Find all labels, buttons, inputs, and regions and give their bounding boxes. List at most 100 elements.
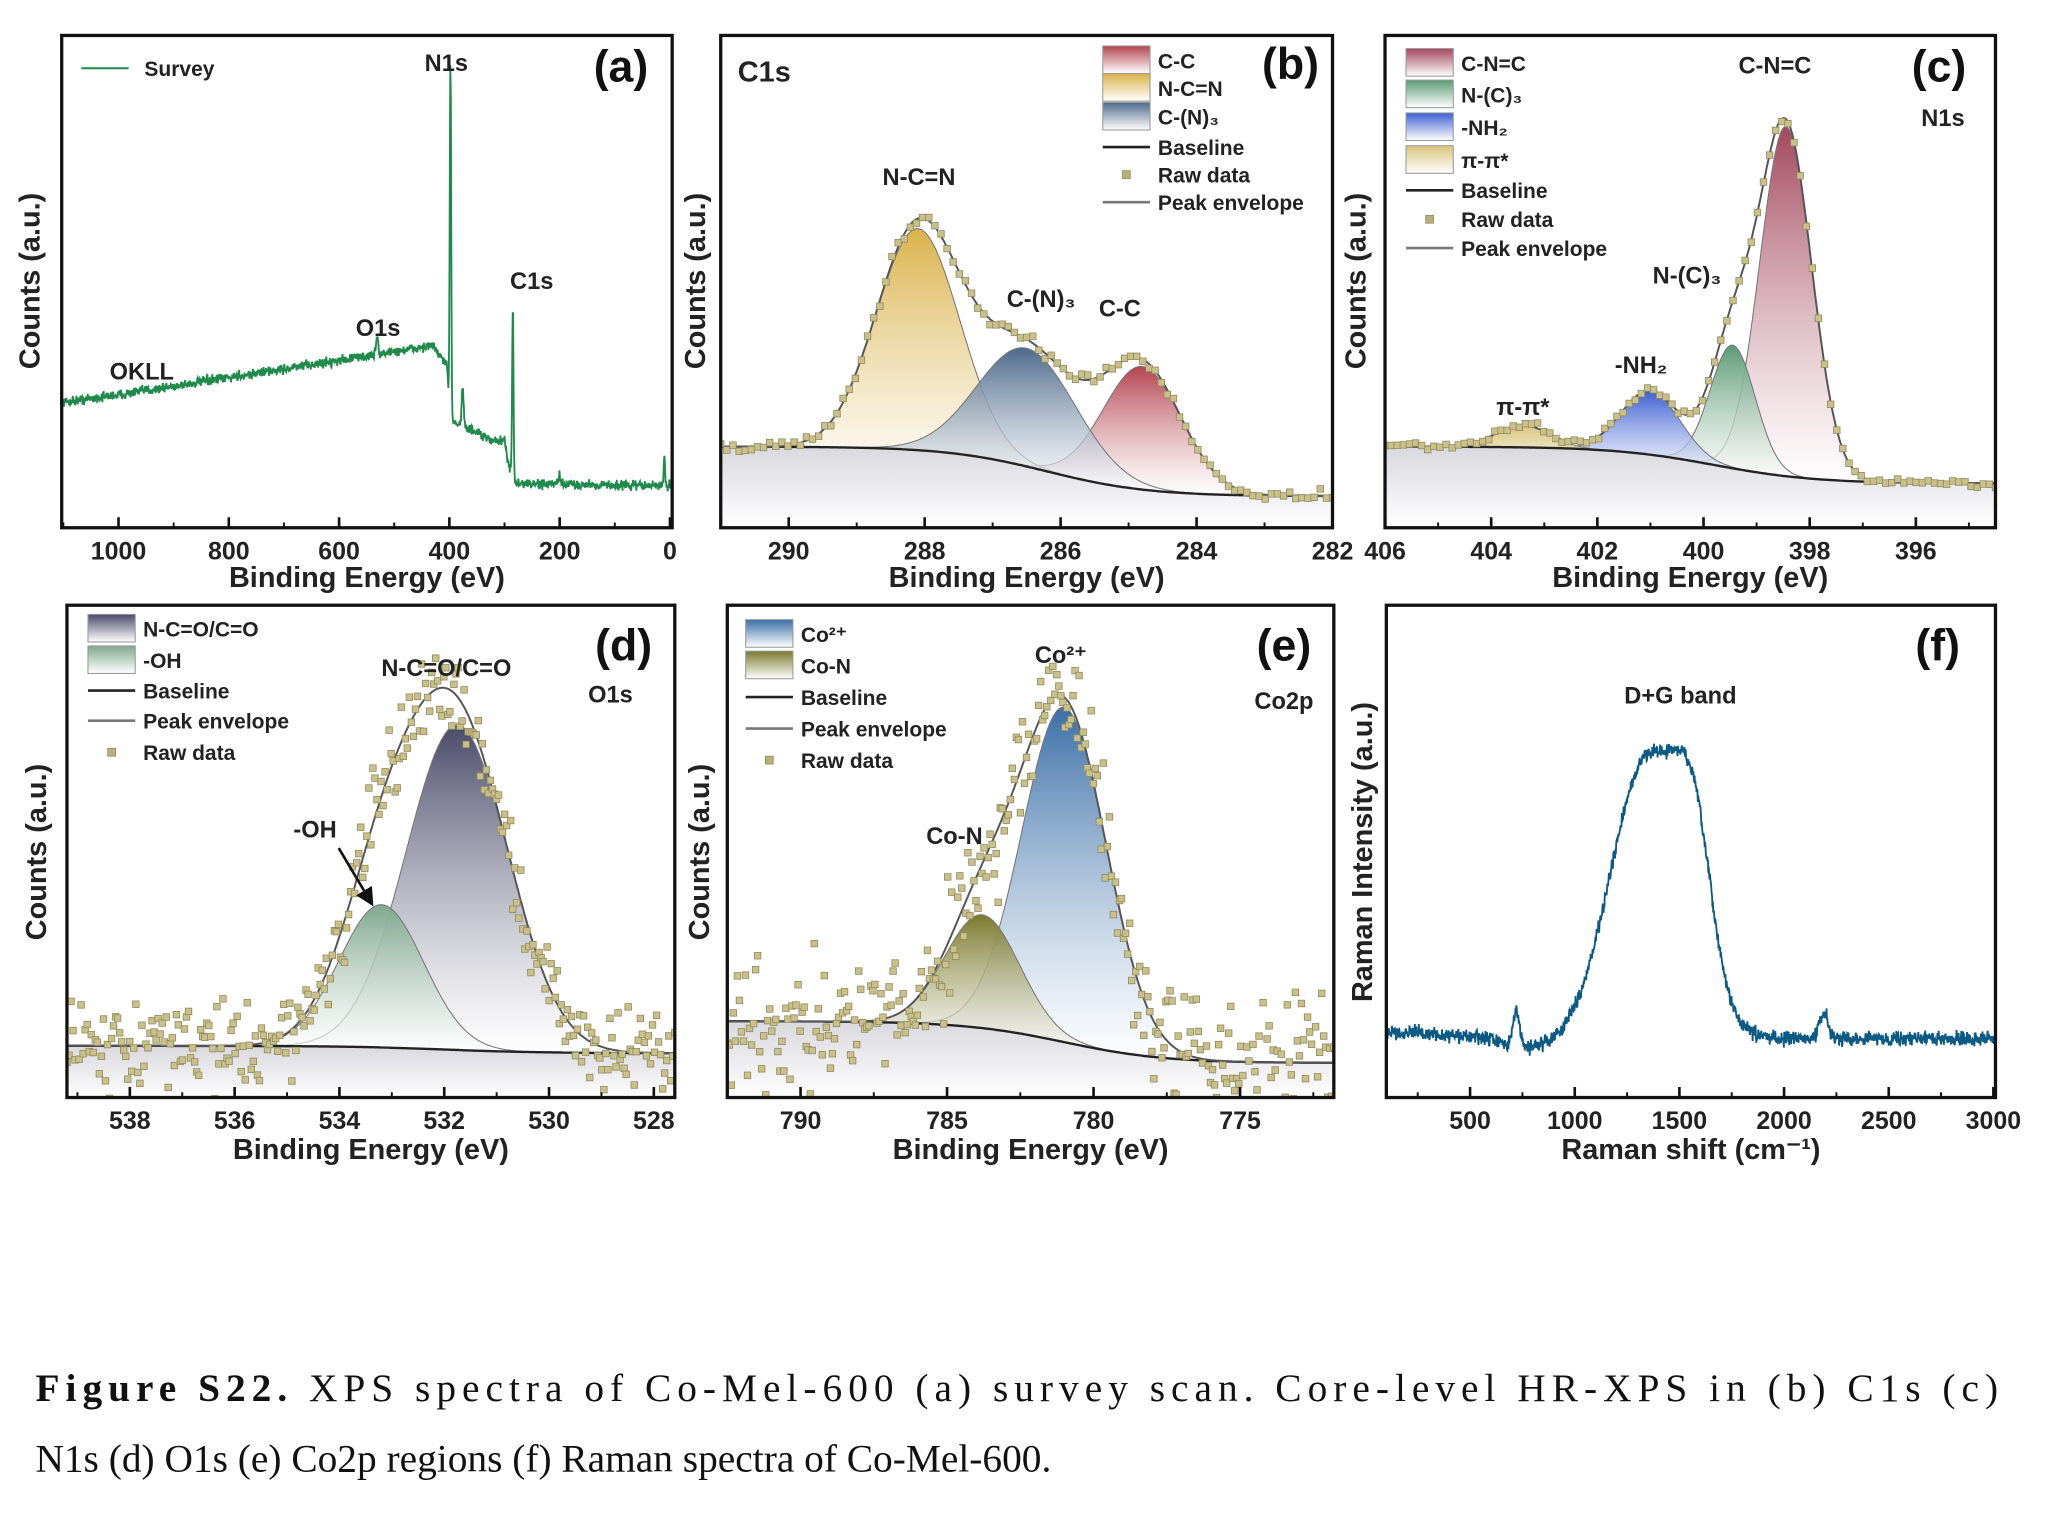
- raw-data-point: [614, 1009, 622, 1017]
- raw-data-point: [1208, 1065, 1217, 1074]
- raw-data-point: [1277, 1050, 1285, 1058]
- raw-data-point: [205, 1021, 213, 1030]
- raw-data-point: [180, 1025, 189, 1033]
- raw-data-point: [1747, 238, 1755, 246]
- raw-data-point: [257, 1024, 266, 1032]
- raw-data-point: [1251, 1068, 1259, 1076]
- raw-data-point: [871, 980, 879, 989]
- raw-data-point: [646, 1060, 655, 1068]
- x-axis-label: Raman shift (cm⁻¹): [1561, 1134, 1820, 1166]
- raw-data-point: [1198, 1059, 1207, 1067]
- raw-data-point: [1107, 872, 1116, 880]
- raw-data-point: [1006, 795, 1015, 804]
- raw-data-point: [304, 990, 312, 998]
- raw-data-point: [1059, 698, 1067, 707]
- raw-data-point: [83, 1020, 91, 1029]
- raw-data-point: [107, 1034, 116, 1043]
- raw-data-point: [322, 954, 330, 962]
- raw-data-point: [559, 1015, 568, 1023]
- plot-frame: [65, 603, 677, 1100]
- raw-data-point: [1546, 429, 1554, 437]
- raw-data-point: [290, 1027, 298, 1036]
- raw-data-point: [1301, 1075, 1310, 1083]
- raw-data-point: [1045, 666, 1053, 674]
- raw-data-point: [790, 438, 798, 446]
- raw-data-point: [506, 816, 515, 825]
- raw-data-point: [755, 1048, 764, 1056]
- raw-data-point: [731, 1037, 740, 1045]
- raw-data-point: [1057, 692, 1065, 700]
- raw-data-point: [442, 664, 450, 672]
- raw-data-point: [1047, 696, 1055, 705]
- raw-data-point: [906, 223, 915, 231]
- raw-data-point: [897, 1021, 905, 1030]
- raw-data-point: [509, 905, 517, 913]
- y-axis-label: Raman Intensity (a.u.): [1347, 702, 1379, 1002]
- raw-data-point: [237, 1067, 245, 1076]
- y-axis-label: Counts (a.u.): [1340, 193, 1372, 369]
- raw-data-point: [759, 443, 768, 452]
- raw-data-point: [660, 1069, 669, 1077]
- raw-data-point: [808, 1046, 816, 1055]
- raw-data-point: [988, 840, 996, 849]
- raw-data-point: [1631, 396, 1639, 404]
- raw-data-point: [1790, 138, 1798, 147]
- raw-data-point: [103, 1040, 112, 1049]
- raw-data-point: [316, 980, 324, 989]
- plot-frame: [719, 33, 1335, 530]
- raw-data-point: [998, 320, 1006, 328]
- plot-frame: [1383, 33, 1998, 530]
- raw-data-point: [844, 1002, 853, 1010]
- legend-swatch: [87, 613, 136, 643]
- raw-data-point: [1108, 365, 1116, 373]
- raw-data-point: [373, 795, 381, 804]
- raw-data-point: [425, 707, 434, 715]
- raw-data-point: [1154, 1030, 1162, 1038]
- raw-data-point: [630, 1081, 638, 1089]
- raw-data-point: [1875, 476, 1884, 484]
- raw-data-point: [741, 446, 749, 455]
- raw-data-point: [75, 1055, 83, 1063]
- raw-data-point: [249, 1057, 258, 1066]
- legend-label: C-C: [1158, 50, 1195, 73]
- raw-data-point: [1249, 491, 1257, 500]
- raw-data-point: [579, 1012, 588, 1020]
- baseline-line: [720, 445, 1333, 498]
- raw-data-point: [1201, 1108, 1208, 1115]
- x-tick-label: 396: [1895, 537, 1937, 565]
- raw-data-point: [1888, 479, 1896, 487]
- raw-data-point: [209, 1044, 217, 1053]
- raw-data-point: [1570, 436, 1578, 444]
- raw-data-point: [172, 1010, 181, 1019]
- raw-data-point: [1166, 987, 1174, 995]
- raw-data-point: [885, 983, 893, 991]
- raw-data-point: [735, 996, 744, 1005]
- raw-data-point: [334, 920, 343, 929]
- raw-data-point: [387, 749, 395, 758]
- raw-data-point: [1022, 333, 1031, 341]
- raw-data-point: [1765, 151, 1774, 159]
- legend-label: N-C=O/C=O: [143, 619, 259, 642]
- raw-data-point: [158, 1019, 166, 1027]
- x-tick-label: 536: [214, 1107, 256, 1135]
- raw-data-point: [1194, 446, 1202, 454]
- legend-marker: [1425, 214, 1434, 224]
- raw-data-point: [889, 967, 897, 975]
- raw-data-point: [1303, 1013, 1312, 1021]
- raw-data-point: [1753, 208, 1762, 217]
- raw-data-point: [1075, 671, 1083, 680]
- raw-data-point: [778, 1037, 786, 1046]
- raw-data-point: [148, 1016, 156, 1025]
- raw-data-point: [1942, 480, 1951, 488]
- raw-data-point: [1014, 735, 1023, 744]
- legend-item: Peak envelope: [745, 718, 947, 741]
- raw-data-point: [474, 716, 482, 725]
- legend-label: Peak envelope: [1461, 238, 1607, 261]
- raw-data-point: [1218, 475, 1227, 483]
- raw-data-point: [870, 314, 878, 322]
- baseline-area: [66, 1045, 675, 1098]
- raw-data-point: [598, 1066, 606, 1074]
- raw-data-point: [573, 1025, 582, 1033]
- raw-data-point: [821, 422, 829, 430]
- legend-label: Peak envelope: [801, 718, 947, 741]
